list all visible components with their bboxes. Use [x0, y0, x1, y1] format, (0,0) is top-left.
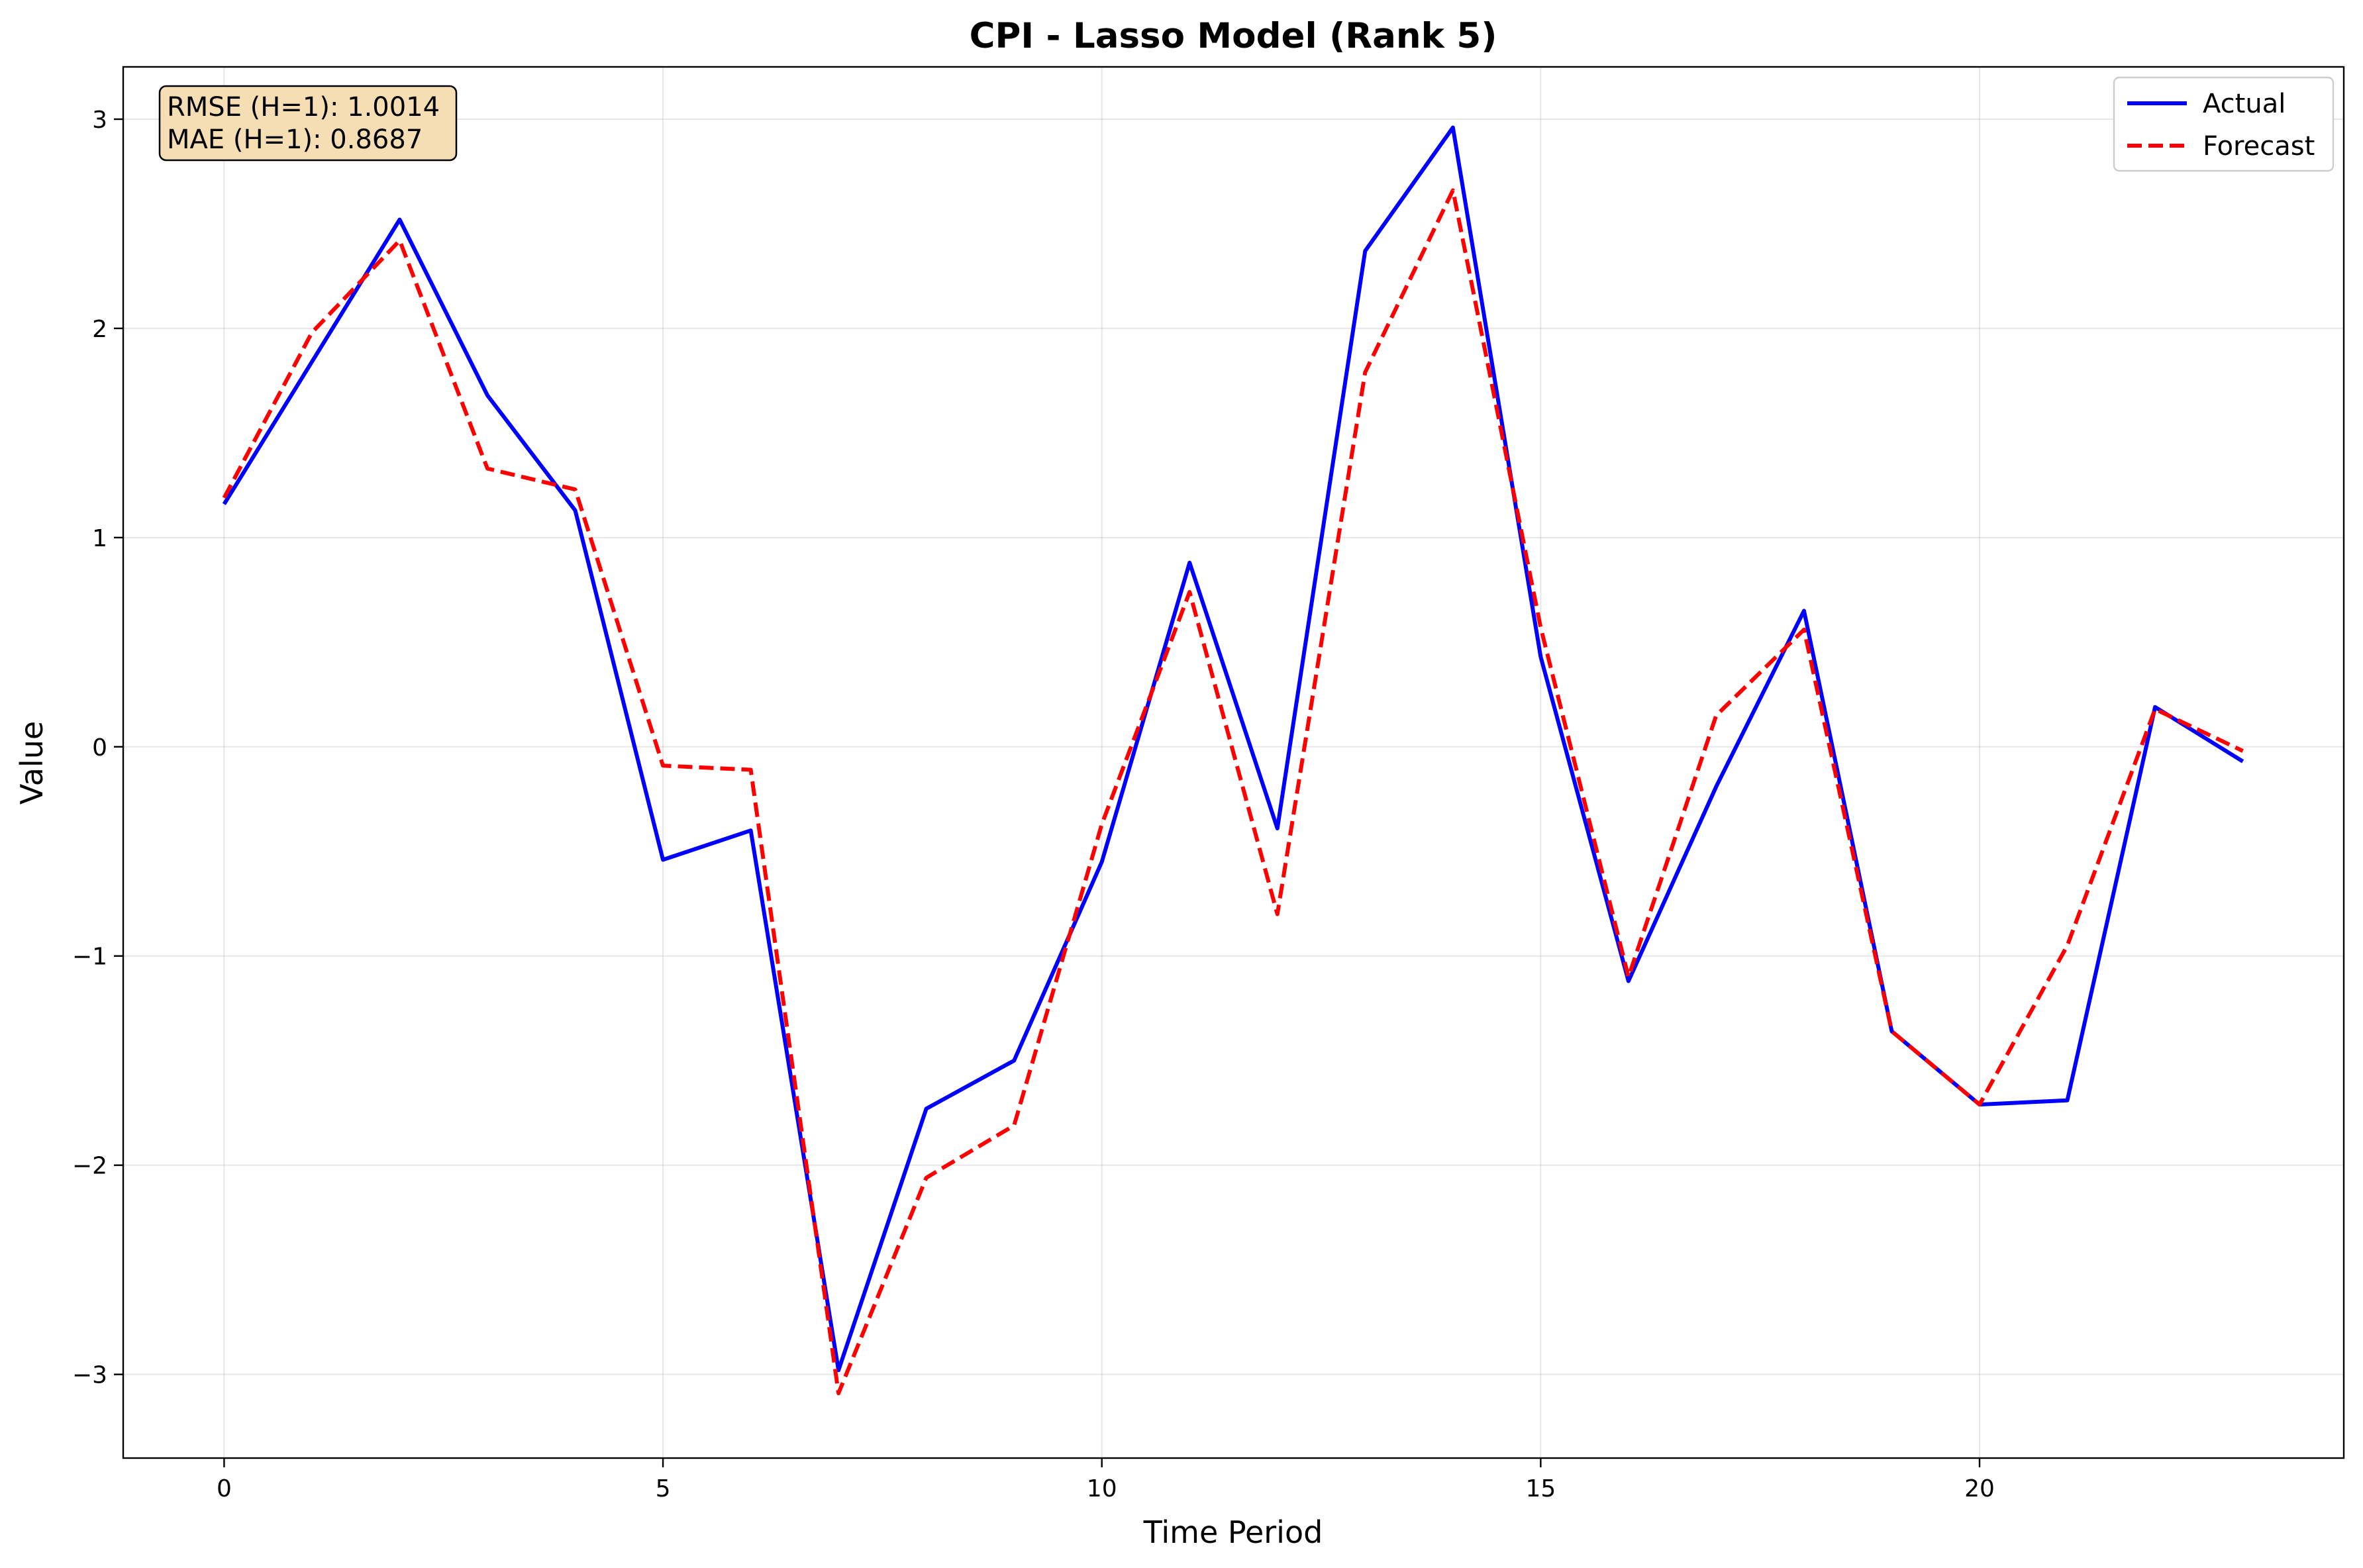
y-tick-label: 0 [92, 734, 107, 761]
metrics-box-background [158, 85, 458, 162]
plot-frame [122, 66, 2345, 1459]
metrics-box: RMSE (H=1): 1.0014 MAE (H=1): 0.8687 [158, 85, 458, 162]
legend: Actual Forecast [2113, 76, 2335, 172]
legend-label-actual: Actual [2203, 89, 2286, 119]
legend-label-forecast: Forecast [2203, 131, 2315, 162]
series-layer [222, 125, 2244, 1396]
x-axis-label: Time Period [1143, 1514, 1323, 1550]
x-tick-label: 15 [1525, 1475, 1556, 1502]
y-tick-label: −1 [72, 944, 107, 971]
y-axis-label: Value [14, 721, 50, 805]
y-tick-label: 1 [92, 525, 107, 552]
y-tick-label: 2 [92, 316, 107, 343]
series-line-actual [222, 125, 2244, 1373]
y-tick-label: −2 [72, 1153, 107, 1180]
y-axis: −3 −2 −1 0 1 2 3 [72, 107, 123, 1389]
chart-title: CPI - Lasso Model (Rank 5) [970, 16, 1497, 56]
metric-mae: MAE (H=1): 0.8687 [167, 124, 423, 155]
x-tick-label: 20 [1964, 1475, 1995, 1502]
x-tick-label: 0 [217, 1475, 232, 1502]
y-tick-label: −3 [72, 1362, 107, 1389]
metric-rmse: RMSE (H=1): 1.0014 [167, 92, 440, 122]
x-axis: 0 5 10 15 20 [217, 1458, 1995, 1502]
y-tick-label: 3 [92, 107, 107, 134]
legend-box [2113, 76, 2335, 172]
x-tick-label: 5 [656, 1475, 671, 1502]
x-tick-label: 10 [1087, 1475, 1117, 1502]
series-line-forecast [222, 188, 2244, 1396]
